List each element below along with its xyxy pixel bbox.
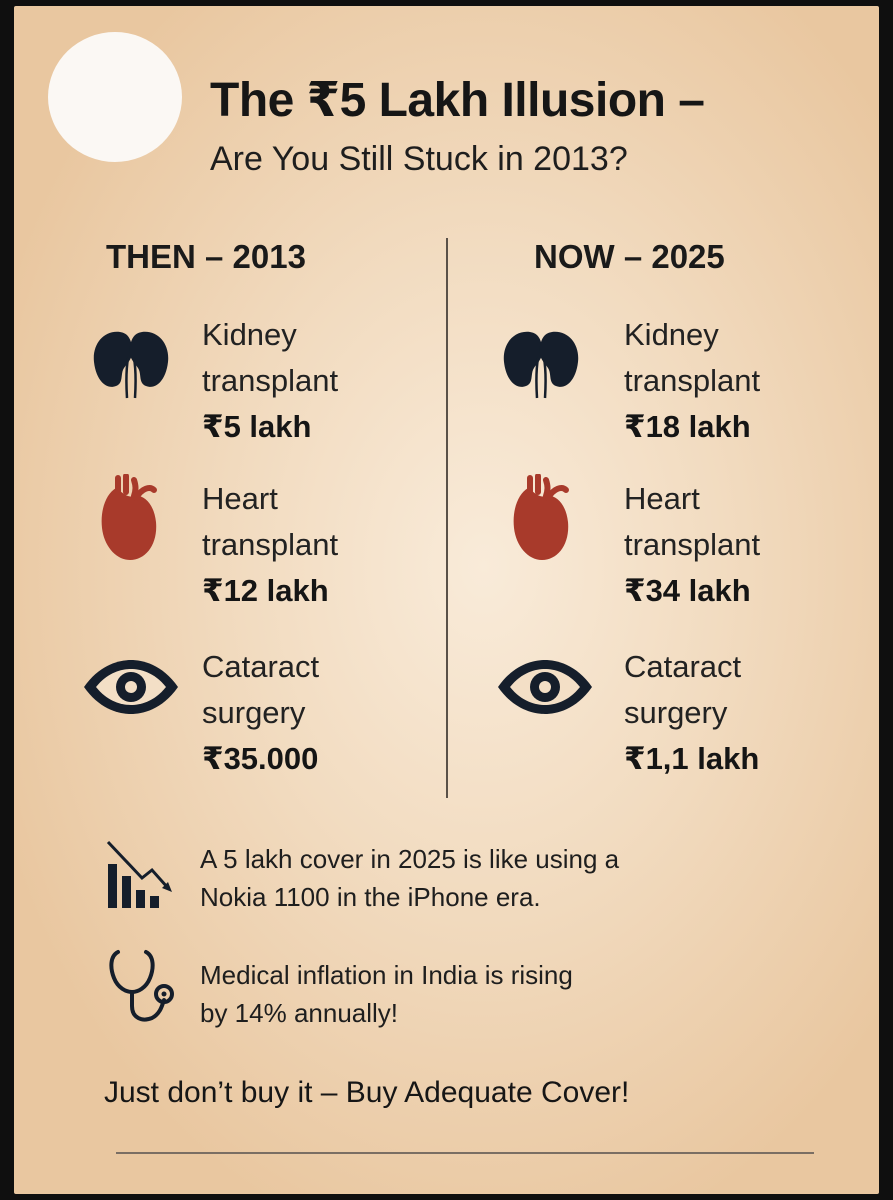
item-price: ₹34 lakh — [624, 573, 751, 608]
note-medical-inflation: Medical inflation in India is rising by … — [200, 956, 573, 1032]
item-name: surgery — [202, 695, 306, 730]
eye-icon — [84, 660, 178, 714]
page-title: The ₹5 Lakh Illusion – — [210, 74, 705, 127]
note-line: Medical inflation in India is rising — [200, 960, 573, 990]
item-price: ₹35.000 — [202, 741, 319, 776]
page-subtitle: Are You Still Stuck in 2013? — [210, 140, 628, 178]
note-line: A 5 lakh cover in 2025 is like using a — [200, 844, 620, 874]
kidney-icon — [503, 331, 579, 399]
item-name: Cataract — [202, 649, 320, 684]
item-name: Kidney — [624, 317, 719, 352]
item-name: surgery — [624, 695, 728, 730]
then-heart-item: Heart transplant ₹12 lakh — [202, 476, 462, 614]
heart-icon — [513, 474, 569, 560]
now-column-heading: NOW – 2025 — [534, 238, 725, 275]
item-price: ₹18 lakh — [624, 409, 751, 444]
then-column-heading: THEN – 2013 — [106, 238, 306, 275]
kidney-icon — [93, 331, 169, 399]
item-name: transplant — [202, 363, 339, 398]
item-price: ₹12 lakh — [202, 573, 329, 608]
infographic-card: The ₹5 Lakh Illusion – Are You Still Stu… — [14, 6, 879, 1194]
now-cataract-item: Cataract surgery ₹1,1 lakh — [624, 644, 879, 782]
item-name: Cataract — [624, 649, 742, 684]
heart-icon — [101, 474, 157, 560]
item-name: transplant — [624, 363, 761, 398]
logo-placeholder — [48, 32, 182, 162]
note-line: Nokia 1100 in the iPhone era. — [200, 882, 541, 912]
item-name: Kidney — [202, 317, 297, 352]
now-heart-item: Heart transplant ₹34 lakh — [624, 476, 879, 614]
eye-icon — [498, 660, 592, 714]
bottom-rule — [116, 1152, 814, 1154]
note-cover-comparison: A 5 lakh cover in 2025 is like using a N… — [200, 840, 619, 916]
declining-chart-icon — [106, 840, 172, 908]
column-divider — [446, 238, 448, 798]
item-price: ₹1,1 lakh — [624, 741, 760, 776]
item-price: ₹5 lakh — [202, 409, 312, 444]
item-name: transplant — [624, 527, 761, 562]
tagline: Just don’t buy it – Buy Adequate Cover! — [104, 1076, 630, 1109]
then-kidney-item: Kidney transplant ₹5 lakh — [202, 312, 462, 450]
note-line: by 14% annually! — [200, 998, 399, 1028]
item-name: Heart — [624, 481, 700, 516]
item-name: transplant — [202, 527, 339, 562]
stethoscope-icon — [109, 950, 174, 1022]
now-kidney-item: Kidney transplant ₹18 lakh — [624, 312, 879, 450]
item-name: Heart — [202, 481, 278, 516]
then-cataract-item: Cataract surgery ₹35.000 — [202, 644, 462, 782]
